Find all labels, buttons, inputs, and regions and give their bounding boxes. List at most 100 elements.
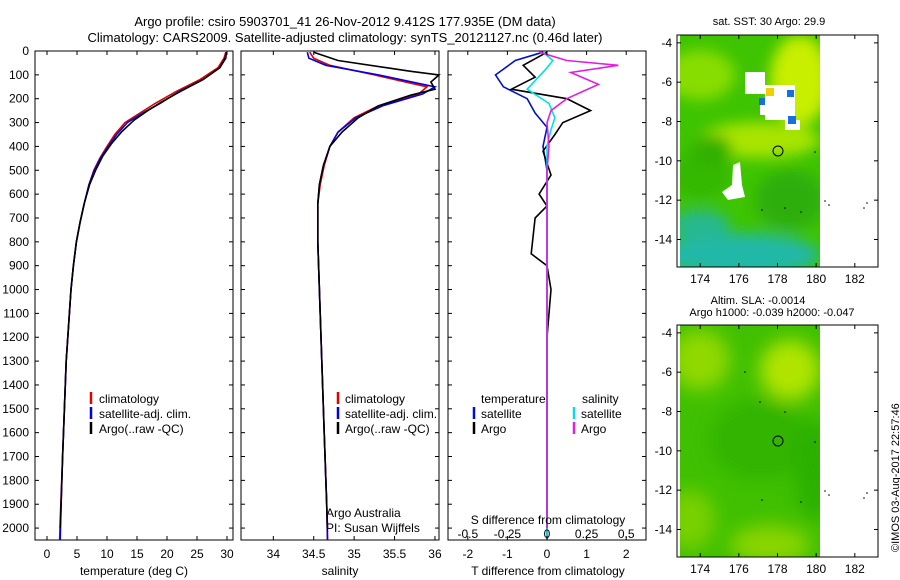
legend-header-salinity: salinity — [582, 392, 619, 406]
map-x-tick-label: 178 — [767, 272, 787, 286]
salinity-legend: climatology satellite-adj. clim. Argo(..… — [326, 392, 437, 535]
x-tick-label: 25 — [190, 547, 204, 561]
depth-tick-label: 400 — [9, 139, 29, 153]
temperature-legend: climatology satellite-adj. clim. Argo(..… — [89, 392, 191, 436]
series-line-satellite-adj-clim- — [59, 52, 228, 541]
annotation-line1: Argo Australia — [326, 506, 401, 520]
depth-axis: 0 100 200 300 400 500 600 700 800 900 1000 1100 1200… — [2, 44, 646, 535]
legend-label: satellite — [581, 407, 622, 421]
depth-tick-label: 500 — [9, 163, 29, 177]
s-diff-tick-label: -0.5 — [457, 527, 478, 541]
s-diff-tick-label: 0.25 — [575, 527, 599, 541]
depth-tick-label: 800 — [9, 235, 29, 249]
sst-map-axes: 174 176 178 180 182 -4 -6 -8 -10 -12 -14 — [655, 35, 878, 286]
sst-map — [680, 35, 868, 267]
map-y-tick-label: -12 — [655, 193, 673, 207]
x-tick-label: 5 — [74, 547, 81, 561]
series-line-temperature-satellite — [494, 51, 548, 540]
legend-label: satellite-adj. clim. — [99, 407, 191, 421]
temperature-series — [58, 51, 228, 541]
legend-header-temperature: temperature — [481, 392, 546, 406]
depth-tick-label: 900 — [9, 259, 29, 273]
x-tick-label: 35 — [347, 547, 361, 561]
map-y-tick-label: -8 — [661, 115, 672, 129]
salinity-xlabel: salinity — [322, 564, 359, 578]
x-tick-label: -1 — [502, 547, 513, 561]
argo-position-marker — [772, 145, 784, 157]
x-tick-label: 15 — [130, 547, 144, 561]
x-tick-label: 0 — [44, 547, 51, 561]
map-y-tick-label: -4 — [661, 326, 672, 340]
series-line-argo-raw-qc- — [59, 52, 228, 529]
depth-tick-label: 700 — [9, 211, 29, 225]
depth-tick-label: 1800 — [2, 473, 29, 487]
x-tick-label: 35.5 — [383, 547, 407, 561]
sst-map-title: sat. SST: 30 Argo: 29.9 — [713, 16, 826, 28]
legend-label: satellite-adj. clim. — [345, 407, 437, 421]
difference-legend: temperature salinity satellite Argo sate… — [472, 392, 622, 436]
depth-tick-label: 2000 — [2, 521, 29, 535]
map-x-tick-label: 180 — [806, 272, 826, 286]
x-tick-label: 20 — [160, 547, 174, 561]
x-tick-label: 2 — [623, 547, 630, 561]
legend-label: satellite — [481, 407, 522, 421]
map-y-tick-label: -14 — [655, 232, 673, 246]
map-y-tick-label: -10 — [655, 154, 673, 168]
series-line-climatology — [58, 51, 227, 541]
legend-label: Argo — [481, 422, 507, 436]
credit-text: ©IMOS 03-Aug-2017 22:57:46 — [890, 403, 900, 552]
depth-tick-label: 1500 — [2, 402, 29, 416]
map-y-tick-label: -6 — [661, 75, 672, 89]
legend-label: climatology — [99, 392, 159, 406]
depth-tick-label: 1600 — [2, 426, 29, 440]
sla-map — [680, 325, 868, 557]
salinity-panel — [240, 50, 440, 541]
map-x-tick-label: 180 — [806, 562, 826, 576]
depth-tick-label: 1200 — [2, 330, 29, 344]
map-y-tick-label: -10 — [655, 444, 673, 458]
depth-tick-label: 1300 — [2, 354, 29, 368]
depth-tick-label: 600 — [9, 187, 29, 201]
depth-tick-label: 1900 — [2, 497, 29, 511]
x-tick-label: 36 — [428, 547, 442, 561]
map-y-tick-label: -8 — [661, 405, 672, 419]
map-y-tick-label: -4 — [661, 36, 672, 50]
x-axes: 0 5 10 15 20 25 30 34 34.5 35 35.5 36 -2 -1 0 1 2 -0.5 -0.… — [44, 51, 635, 561]
x-tick-label: 1 — [583, 547, 590, 561]
temperature-xlabel: temperature (deg C) — [80, 564, 188, 578]
depth-tick-label: 0 — [22, 44, 29, 58]
x-tick-label: 10 — [100, 547, 114, 561]
x-tick-label: 30 — [220, 547, 234, 561]
annotation-line2: PI: Susan Wijffels — [326, 521, 420, 535]
series-line-climatology — [309, 51, 429, 541]
x-tick-label: 34 — [267, 547, 281, 561]
map-x-tick-label: 178 — [767, 562, 787, 576]
legend-label: climatology — [345, 392, 405, 406]
s-diff-tick-label: -0.25 — [494, 527, 522, 541]
x-tick-label: 0 — [544, 547, 551, 561]
argo-position-marker — [772, 435, 784, 447]
map-x-tick-label: 174 — [690, 272, 710, 286]
difference-top-label: S difference from climatology — [471, 513, 626, 527]
map-y-tick-label: -14 — [655, 522, 673, 536]
depth-tick-label: 1100 — [3, 306, 29, 320]
chart-title-line2: Climatology: CARS2009. Satellite-adjuste… — [88, 30, 603, 45]
sla-map-title-line1: Altim. SLA: -0.0014 — [711, 295, 806, 307]
salinity-series — [306, 51, 441, 541]
series-line-argo-raw-qc- — [313, 51, 441, 529]
depth-tick-label: 300 — [9, 116, 29, 130]
sla-map-title-line2: Argo h1000: -0.039 h2000: -0.047 — [689, 307, 854, 319]
series-line-salinity-argo — [538, 51, 619, 529]
x-tick-label: 34.5 — [302, 547, 326, 561]
temperature-panel — [34, 50, 234, 541]
legend-label: Argo(..raw -QC) — [345, 422, 430, 436]
depth-tick-label: 1000 — [2, 283, 29, 297]
s-diff-tick-label: 0.5 — [618, 527, 635, 541]
map-x-tick-label: 174 — [690, 562, 710, 576]
difference-xlabel: T difference from climatology — [471, 564, 625, 578]
chart-title-line1: Argo profile: csiro 5903701_41 26-Nov-20… — [134, 14, 555, 29]
series-line-satellite-adj-clim- — [306, 51, 438, 541]
map-x-tick-label: 176 — [729, 562, 749, 576]
difference-series — [494, 51, 619, 540]
